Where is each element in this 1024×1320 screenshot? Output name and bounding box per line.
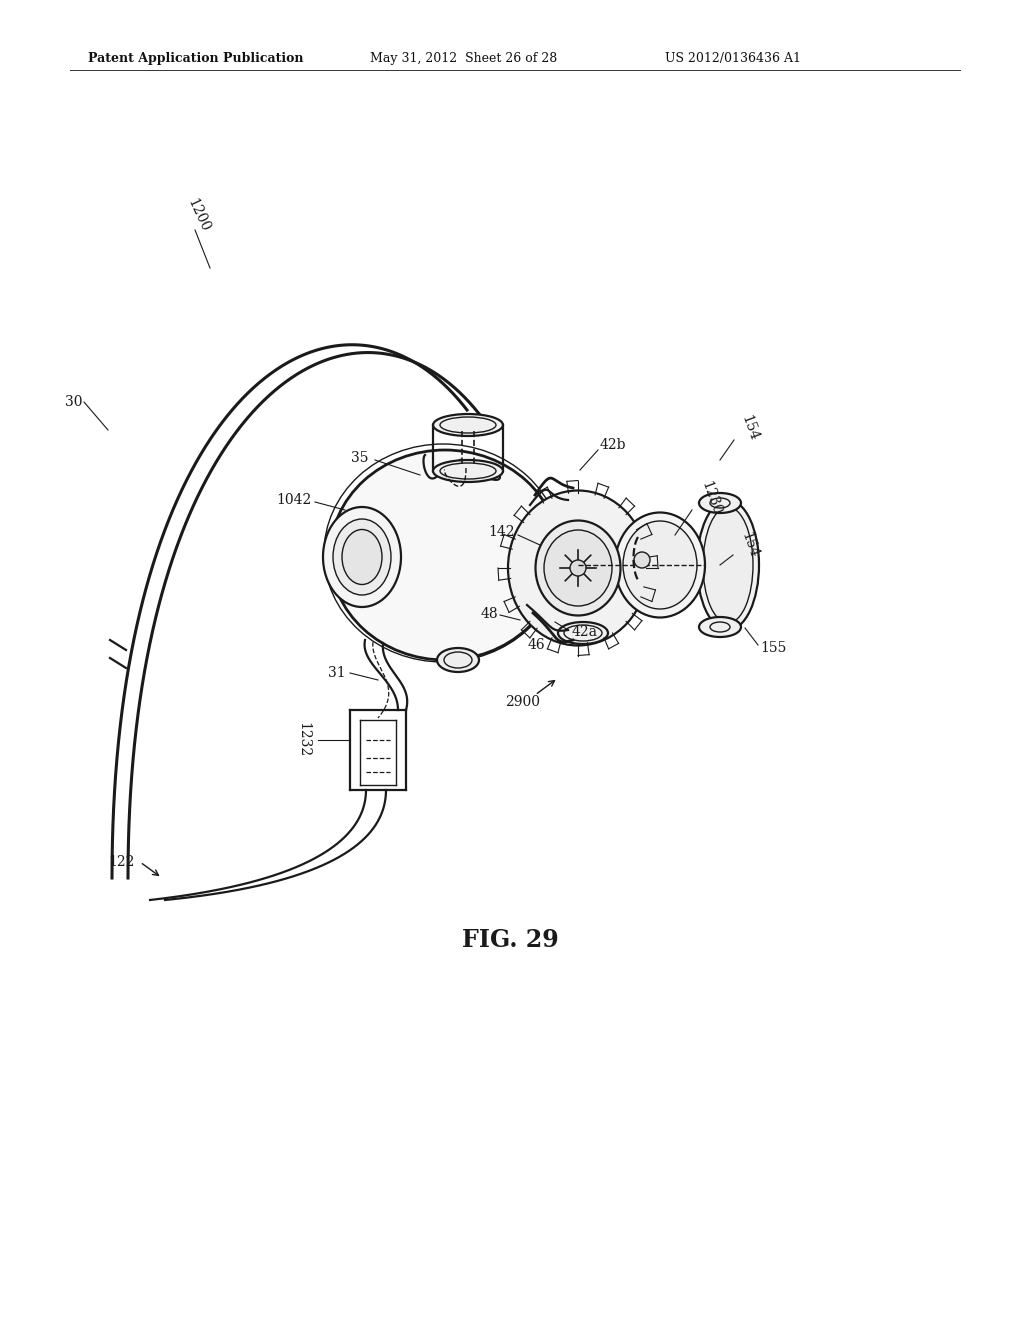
Ellipse shape bbox=[508, 491, 648, 645]
Ellipse shape bbox=[323, 507, 401, 607]
Ellipse shape bbox=[433, 414, 503, 436]
Text: 154: 154 bbox=[738, 531, 760, 560]
Text: FIG. 29: FIG. 29 bbox=[462, 928, 558, 952]
Text: 1230: 1230 bbox=[698, 479, 723, 517]
Ellipse shape bbox=[703, 507, 753, 623]
Ellipse shape bbox=[697, 500, 759, 630]
Text: 48: 48 bbox=[480, 607, 498, 620]
Text: 42a: 42a bbox=[572, 624, 598, 639]
Circle shape bbox=[570, 560, 586, 576]
Ellipse shape bbox=[342, 529, 382, 585]
Text: Patent Application Publication: Patent Application Publication bbox=[88, 51, 303, 65]
Text: 142: 142 bbox=[488, 525, 515, 539]
Text: 31: 31 bbox=[329, 667, 346, 680]
Text: 46: 46 bbox=[527, 638, 545, 652]
Ellipse shape bbox=[536, 520, 621, 615]
Text: 154: 154 bbox=[738, 413, 760, 442]
Text: May 31, 2012  Sheet 26 of 28: May 31, 2012 Sheet 26 of 28 bbox=[370, 51, 557, 65]
Text: 155: 155 bbox=[760, 642, 786, 655]
Ellipse shape bbox=[558, 622, 608, 644]
Ellipse shape bbox=[699, 616, 741, 638]
Ellipse shape bbox=[437, 648, 479, 672]
Text: 1232: 1232 bbox=[296, 722, 310, 758]
Text: 35: 35 bbox=[350, 451, 368, 465]
Ellipse shape bbox=[699, 492, 741, 513]
Ellipse shape bbox=[615, 512, 705, 618]
Text: 42b: 42b bbox=[600, 438, 627, 451]
Text: 1042: 1042 bbox=[276, 492, 312, 507]
Ellipse shape bbox=[544, 531, 612, 606]
Ellipse shape bbox=[623, 521, 697, 609]
Ellipse shape bbox=[433, 459, 503, 482]
Text: 30: 30 bbox=[65, 395, 82, 409]
Text: 1200: 1200 bbox=[185, 197, 213, 234]
Text: 122: 122 bbox=[109, 855, 135, 869]
Ellipse shape bbox=[330, 450, 560, 660]
Ellipse shape bbox=[333, 519, 391, 595]
Text: US 2012/0136436 A1: US 2012/0136436 A1 bbox=[665, 51, 801, 65]
Ellipse shape bbox=[634, 552, 650, 568]
Text: 2900: 2900 bbox=[506, 696, 541, 709]
